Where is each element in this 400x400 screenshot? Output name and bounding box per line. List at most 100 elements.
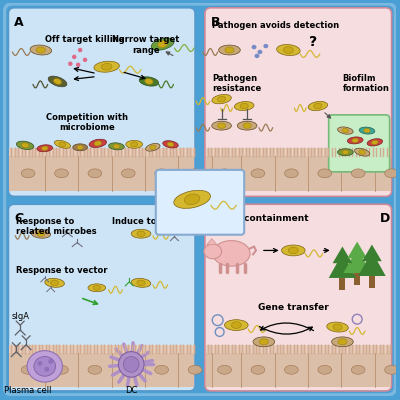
Text: Biofilm
formation: Biofilm formation [342, 74, 389, 93]
Bar [206, 156, 390, 190]
Ellipse shape [282, 245, 305, 256]
Bar [340, 278, 345, 290]
Ellipse shape [359, 150, 365, 154]
Ellipse shape [21, 365, 35, 374]
Ellipse shape [338, 149, 353, 156]
Ellipse shape [288, 247, 298, 254]
Ellipse shape [259, 339, 268, 345]
Ellipse shape [251, 365, 265, 374]
Ellipse shape [151, 38, 174, 50]
FancyBboxPatch shape [4, 4, 396, 395]
Ellipse shape [327, 322, 348, 332]
Text: Plasma cell: Plasma cell [4, 386, 52, 395]
Ellipse shape [93, 285, 100, 290]
Ellipse shape [118, 352, 144, 377]
Ellipse shape [21, 169, 35, 178]
Ellipse shape [212, 121, 232, 130]
Ellipse shape [16, 141, 34, 150]
Ellipse shape [137, 231, 145, 236]
Ellipse shape [121, 365, 135, 374]
Ellipse shape [37, 145, 52, 152]
Ellipse shape [146, 144, 160, 151]
Ellipse shape [150, 145, 156, 150]
Ellipse shape [72, 55, 76, 59]
Ellipse shape [218, 96, 226, 102]
Ellipse shape [284, 365, 298, 374]
Ellipse shape [385, 365, 398, 374]
Ellipse shape [258, 50, 262, 54]
Ellipse shape [88, 284, 106, 292]
Ellipse shape [83, 58, 87, 62]
Bar [9, 353, 194, 387]
Ellipse shape [351, 169, 365, 178]
Text: Gene transfer: Gene transfer [258, 302, 329, 312]
Text: Narrow target
range: Narrow target range [112, 35, 180, 55]
Text: Pathogen avoids detection: Pathogen avoids detection [212, 20, 339, 30]
Text: A: A [14, 16, 24, 29]
Ellipse shape [347, 137, 363, 144]
Ellipse shape [158, 41, 168, 48]
Ellipse shape [234, 102, 254, 110]
Ellipse shape [54, 140, 70, 148]
Ellipse shape [44, 367, 49, 372]
Ellipse shape [342, 128, 349, 133]
Ellipse shape [88, 365, 102, 374]
Ellipse shape [48, 359, 53, 364]
Text: Response to vector: Response to vector [16, 266, 108, 275]
Ellipse shape [59, 142, 66, 146]
Ellipse shape [219, 45, 240, 55]
Ellipse shape [73, 144, 88, 151]
Ellipse shape [113, 144, 120, 148]
Ellipse shape [167, 142, 174, 146]
Ellipse shape [352, 138, 358, 142]
Ellipse shape [50, 280, 59, 286]
Ellipse shape [68, 62, 72, 66]
Ellipse shape [45, 278, 64, 287]
Ellipse shape [263, 44, 268, 48]
Ellipse shape [131, 278, 151, 287]
Ellipse shape [277, 44, 300, 56]
Ellipse shape [94, 61, 119, 72]
Ellipse shape [89, 139, 106, 148]
Text: C: C [14, 212, 24, 225]
Ellipse shape [243, 123, 251, 128]
Ellipse shape [27, 351, 62, 382]
Polygon shape [362, 244, 382, 261]
Ellipse shape [76, 62, 80, 67]
Ellipse shape [354, 148, 370, 156]
Text: Pathogen
resistance: Pathogen resistance [212, 74, 261, 93]
FancyBboxPatch shape [8, 8, 195, 196]
FancyBboxPatch shape [205, 8, 392, 196]
Text: Induce tolerance: Induce tolerance [112, 217, 192, 226]
Ellipse shape [338, 127, 353, 134]
Polygon shape [333, 246, 352, 263]
Ellipse shape [251, 169, 265, 178]
Ellipse shape [213, 241, 250, 266]
Ellipse shape [308, 102, 328, 111]
Ellipse shape [218, 169, 232, 178]
Ellipse shape [34, 356, 56, 376]
Text: Off target killing: Off target killing [45, 35, 124, 44]
Ellipse shape [252, 45, 256, 49]
Text: Biocontainment: Biocontainment [228, 214, 309, 223]
Polygon shape [344, 248, 371, 273]
Ellipse shape [224, 320, 248, 330]
Ellipse shape [123, 356, 139, 372]
Ellipse shape [139, 77, 159, 86]
Text: Competition with
microbiome: Competition with microbiome [46, 113, 128, 132]
Bar [354, 273, 360, 285]
FancyBboxPatch shape [329, 115, 390, 172]
Ellipse shape [42, 146, 48, 150]
Ellipse shape [367, 139, 383, 146]
Ellipse shape [131, 142, 138, 147]
Ellipse shape [333, 324, 342, 330]
Ellipse shape [54, 78, 62, 84]
Ellipse shape [48, 76, 67, 87]
Ellipse shape [212, 94, 231, 104]
Ellipse shape [101, 63, 112, 70]
Bar [206, 345, 390, 354]
Text: sIgA: sIgA [11, 312, 29, 321]
Ellipse shape [31, 229, 51, 238]
Ellipse shape [218, 123, 226, 128]
Ellipse shape [77, 145, 83, 150]
